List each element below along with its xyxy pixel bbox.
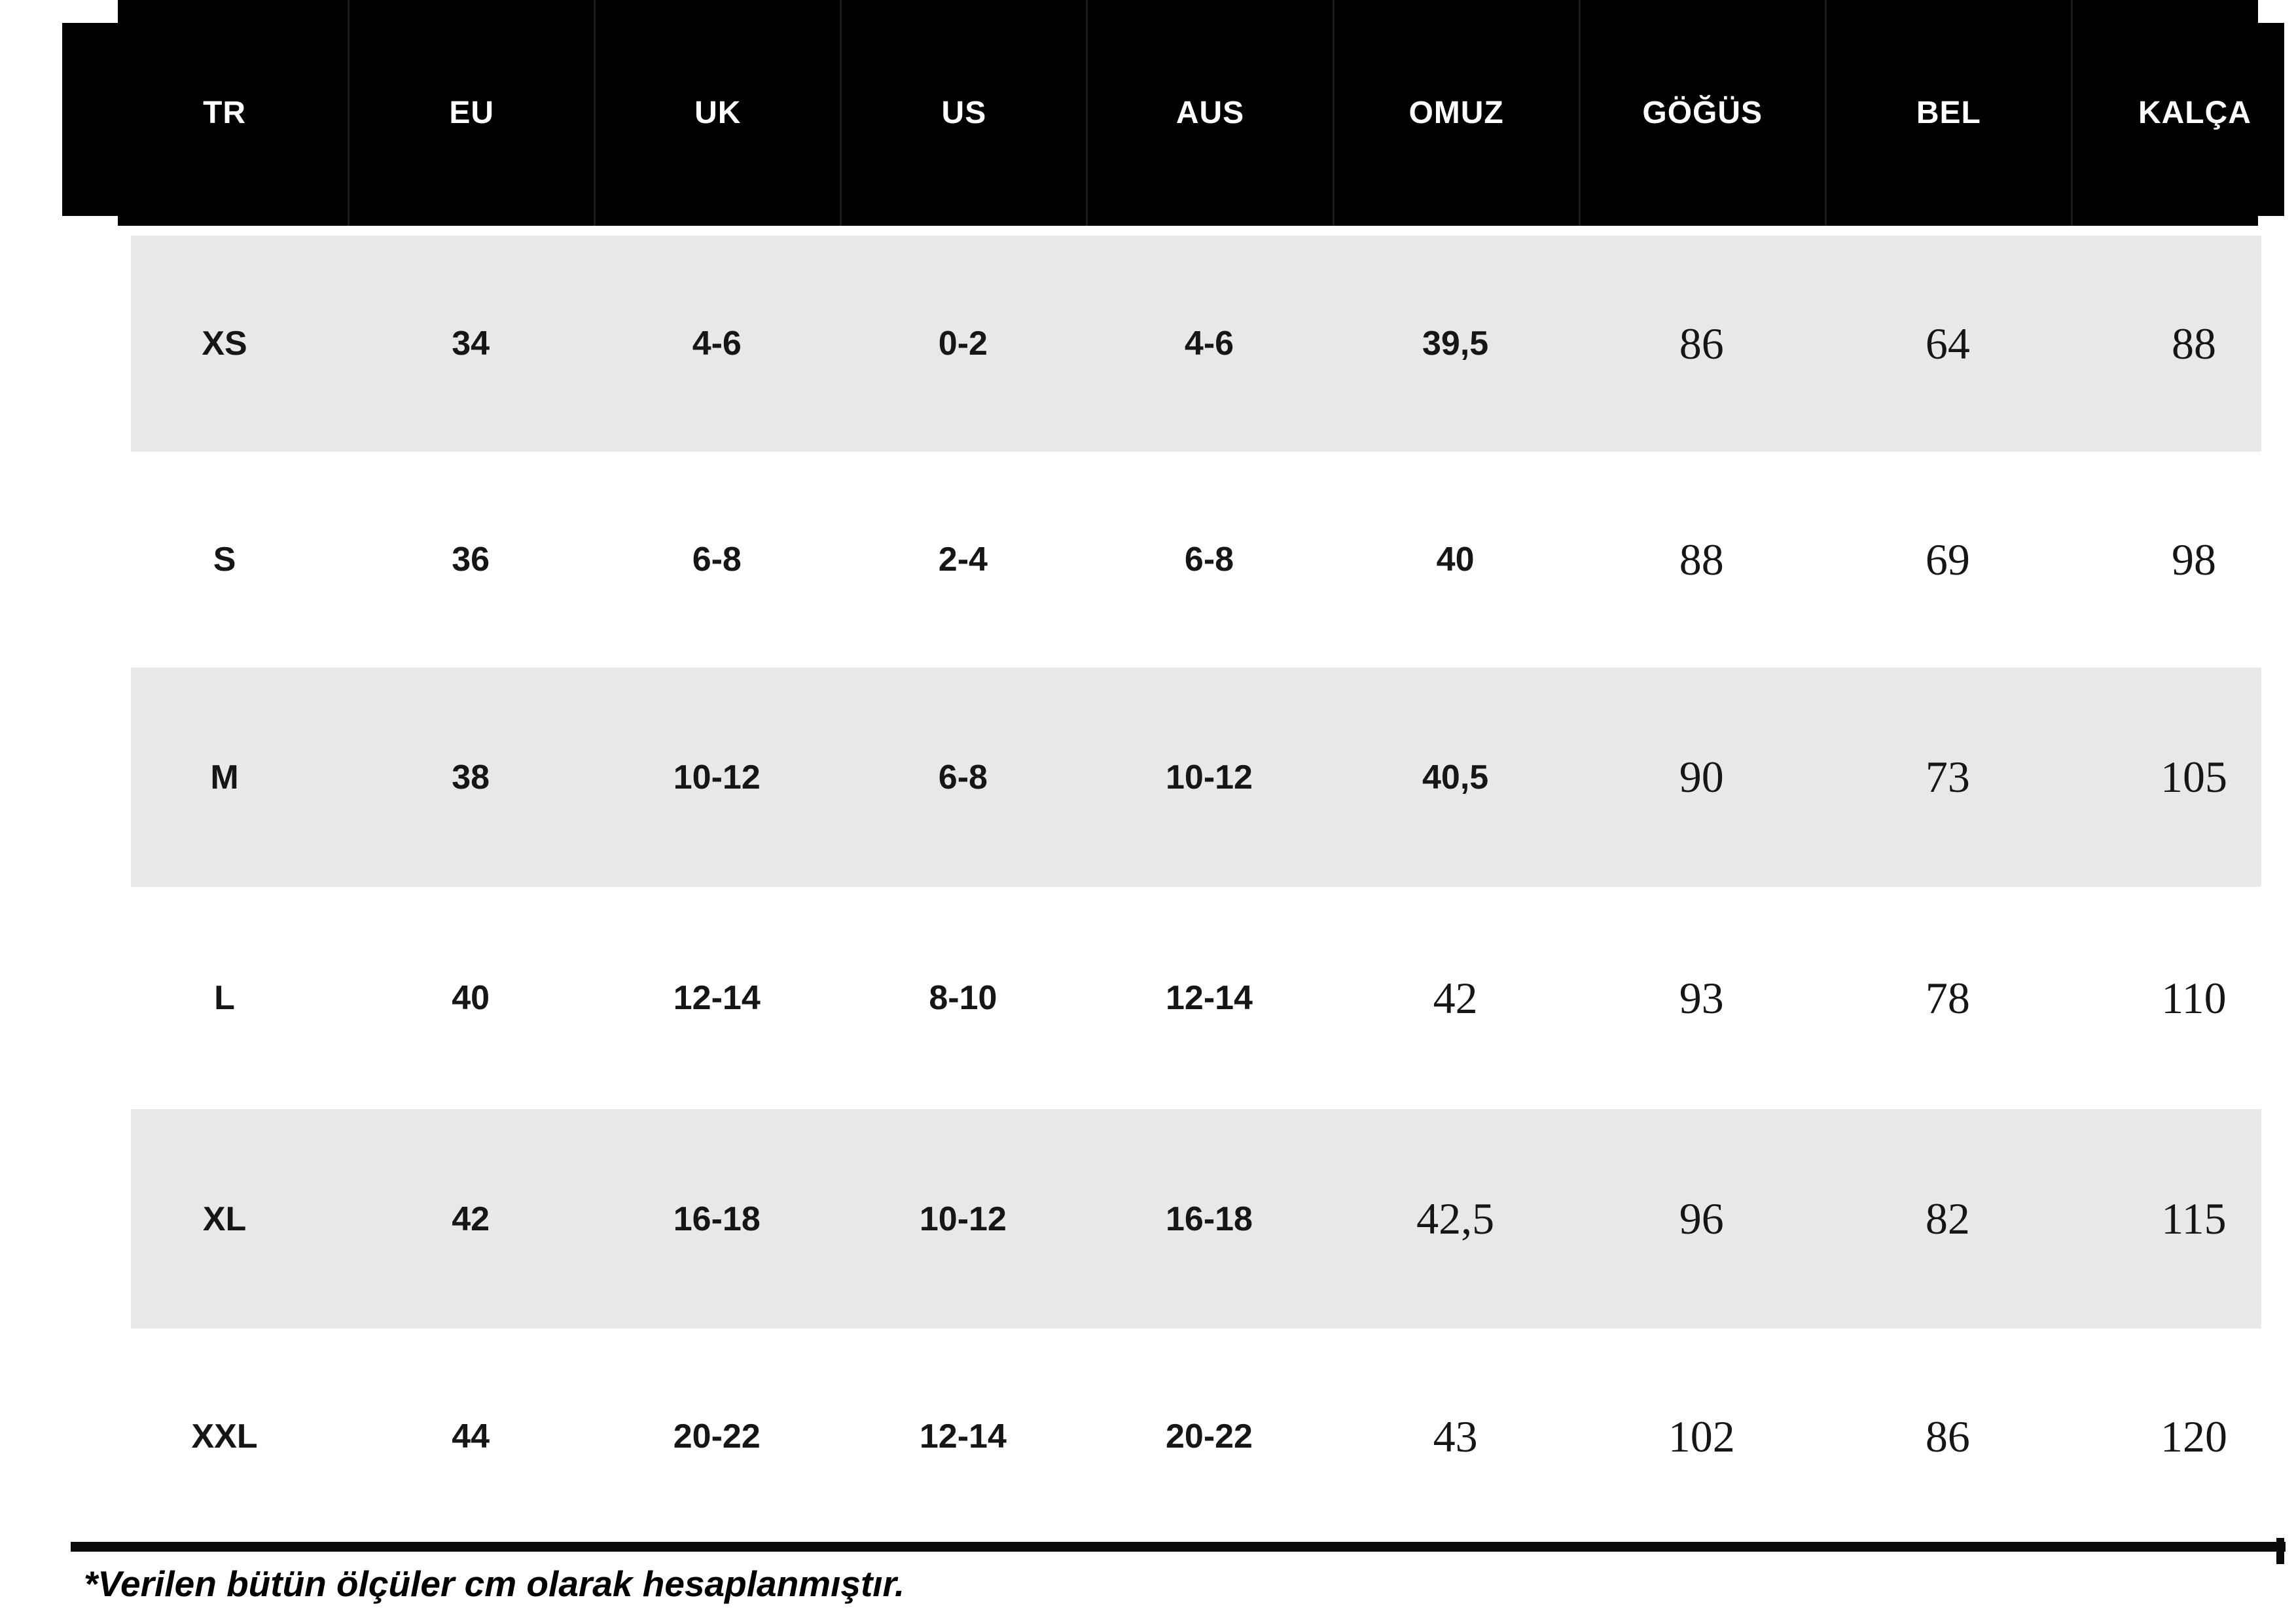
cell-l-gogus: 93: [1679, 972, 1724, 1023]
cell-l-aus: 12-14: [1165, 979, 1253, 1017]
cell-xs-tr: XS: [202, 325, 247, 363]
cell-s-omuz: 40: [1436, 541, 1475, 579]
cell-xl-uk: 16-18: [673, 1200, 761, 1238]
cell-xl-eu: 42: [452, 1200, 490, 1238]
cell-s-uk: 6-8: [692, 541, 742, 579]
cell-xxl-kalca: 120: [2160, 1411, 2227, 1461]
row-grid: L 40 12-14 8-10 12-14 42 93 78 110: [101, 887, 2296, 1109]
row-shading: [131, 668, 2261, 887]
cell-s-us: 2-4: [938, 541, 988, 579]
cell-xxl-us: 12-14: [919, 1418, 1007, 1455]
cell-xs-eu: 34: [452, 325, 490, 363]
cell-m-aus: 10-12: [1165, 758, 1253, 796]
cell-xs-omuz: 39,5: [1422, 325, 1489, 363]
cell-m-omuz: 40,5: [1422, 758, 1489, 796]
table-row-xl: XL 42 16-18 10-12 16-18 42,5 96 82 115: [0, 1109, 2296, 1329]
header-cell-tr: TR: [203, 96, 247, 130]
cell-xs-uk: 4-6: [692, 325, 742, 363]
header-cell-kalca: KALÇA: [2070, 0, 2296, 226]
cell-xxl-omuz: 43: [1433, 1411, 1478, 1461]
cell-xxl-uk: 20-22: [673, 1418, 761, 1455]
cell-l-bel: 78: [1925, 972, 1970, 1023]
cell-xl-bel: 82: [1925, 1194, 1970, 1243]
cell-xxl-eu: 44: [452, 1418, 490, 1455]
header-background-step: [62, 23, 2284, 216]
cell-m-bel: 73: [1925, 752, 1970, 802]
header-cell-bel: BEL: [1824, 0, 2071, 226]
cell-m-us: 6-8: [938, 758, 988, 796]
cell-xl-omuz: 42,5: [1416, 1194, 1495, 1243]
cell-l-kalca: 110: [2161, 972, 2227, 1023]
cell-xl-gogus: 96: [1679, 1194, 1724, 1243]
cell-s-aus: 6-8: [1184, 541, 1234, 579]
cell-s-tr: S: [213, 541, 236, 579]
cell-l-uk: 12-14: [673, 979, 761, 1017]
cell-m-eu: 38: [452, 758, 490, 796]
table-row-s: S 36 6-8 2-4 6-8 40 88 69 98: [0, 452, 2296, 668]
header-cell-uk: UK: [594, 0, 840, 226]
row-grid: M 38 10-12 6-8 10-12 40,5 90 73 105: [101, 668, 2296, 887]
table-row-m: M 38 10-12 6-8 10-12 40,5 90 73 105: [0, 668, 2296, 887]
header-cell-eu: EU: [348, 0, 594, 226]
cell-xl-aus: 16-18: [1165, 1200, 1253, 1238]
cell-l-eu: 40: [452, 979, 490, 1017]
table-row-xs: XS 34 4-6 0-2 4-6 39,5 86 64 88: [0, 236, 2296, 452]
row-shading: [131, 1109, 2261, 1329]
cell-xs-gogus: 86: [1679, 318, 1724, 368]
row-grid: XL 42 16-18 10-12 16-18 42,5 96 82 115: [101, 1109, 2296, 1329]
cell-l-us: 8-10: [929, 979, 997, 1017]
cell-s-eu: 36: [452, 541, 490, 579]
table-row-l: L 40 12-14 8-10 12-14 42 93 78 110: [0, 887, 2296, 1109]
cell-m-tr: M: [210, 758, 239, 796]
table-header-row: TR EU UK US AUS OMUZ GÖĞÜS BEL KALÇA: [0, 0, 2296, 226]
bottom-divider-end-tick: [2276, 1538, 2284, 1564]
cell-l-tr: L: [214, 979, 235, 1017]
cell-xxl-tr: XXL: [191, 1418, 258, 1455]
cell-xxl-aus: 20-22: [1165, 1418, 1253, 1455]
cell-xs-bel: 64: [1925, 318, 1970, 368]
header-cell-us: US: [840, 0, 1086, 226]
cell-xxl-gogus: 102: [1668, 1411, 1735, 1461]
cell-m-gogus: 90: [1679, 752, 1724, 802]
cell-xs-aus: 4-6: [1184, 325, 1234, 363]
table-row-xxl: XXL 44 20-22 12-14 20-22 43 102 86 120: [0, 1329, 2296, 1544]
cell-m-kalca: 105: [2160, 752, 2227, 802]
bottom-divider: [71, 1542, 2286, 1552]
cell-s-bel: 69: [1925, 534, 1970, 584]
row-grid: S 36 6-8 2-4 6-8 40 88 69 98: [101, 452, 2296, 668]
cell-s-kalca: 98: [2171, 534, 2216, 584]
header-grid: TR EU UK US AUS OMUZ GÖĞÜS BEL KALÇA: [101, 0, 2296, 226]
cell-s-gogus: 88: [1679, 534, 1724, 584]
cell-l-omuz: 42: [1433, 972, 1478, 1023]
cell-xxl-bel: 86: [1925, 1411, 1970, 1461]
header-cell-aus: AUS: [1086, 0, 1332, 226]
cell-xs-us: 0-2: [938, 325, 988, 363]
cell-xs-kalca: 88: [2171, 318, 2216, 368]
header-cell-omuz: OMUZ: [1332, 0, 1579, 226]
row-shading: [131, 236, 2261, 452]
cell-xl-tr: XL: [202, 1200, 247, 1238]
cell-xl-us: 10-12: [919, 1200, 1007, 1238]
row-grid: XXL 44 20-22 12-14 20-22 43 102 86 120: [101, 1329, 2296, 1544]
footnote: *Verilen bütün ölçüler cm olarak hesapla…: [84, 1563, 905, 1604]
cell-m-uk: 10-12: [673, 758, 761, 796]
row-grid: XS 34 4-6 0-2 4-6 39,5 86 64 88: [101, 236, 2296, 452]
cell-xl-kalca: 115: [2161, 1194, 2227, 1243]
header-cell-gogus: GÖĞÜS: [1578, 0, 1825, 226]
